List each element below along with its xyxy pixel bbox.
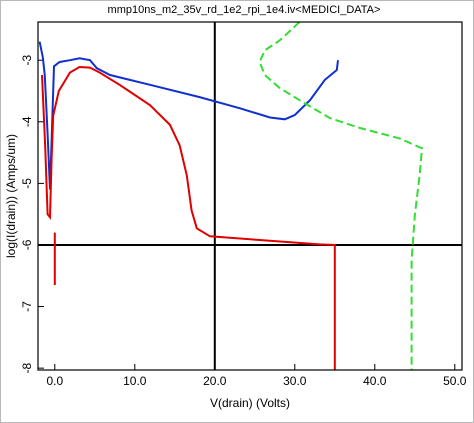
y-tick-label: -5 xyxy=(20,178,34,189)
plot-frame xyxy=(37,21,463,371)
data-line xyxy=(38,41,339,190)
x-tick-label: 0.0 xyxy=(46,374,63,388)
x-tick-label: 30.0 xyxy=(283,374,307,388)
x-tick-label: 50.0 xyxy=(443,374,467,388)
x-tick-label: 40.0 xyxy=(363,374,387,388)
y-tick-label: -7 xyxy=(20,301,34,312)
y-tick-label: -8 xyxy=(20,362,34,373)
data-line xyxy=(41,65,336,370)
y-axis-label: log(I(drain)) (Amps/um) xyxy=(4,134,18,258)
y-tick-label: -4 xyxy=(20,116,34,127)
x-tick-label: 10.0 xyxy=(123,374,147,388)
x-axis-label: V(drain) (Volts) xyxy=(210,396,290,410)
chart-title: mmp10ns_m2_35v_rd_1e2_rpi_1e4.iv<MEDICI_… xyxy=(108,4,381,16)
x-tick-label: 20.0 xyxy=(203,374,227,388)
series-group xyxy=(38,22,424,370)
y-tick-label: -6 xyxy=(20,239,34,250)
y-tick-label: -3 xyxy=(20,55,34,66)
data-line xyxy=(258,22,424,370)
